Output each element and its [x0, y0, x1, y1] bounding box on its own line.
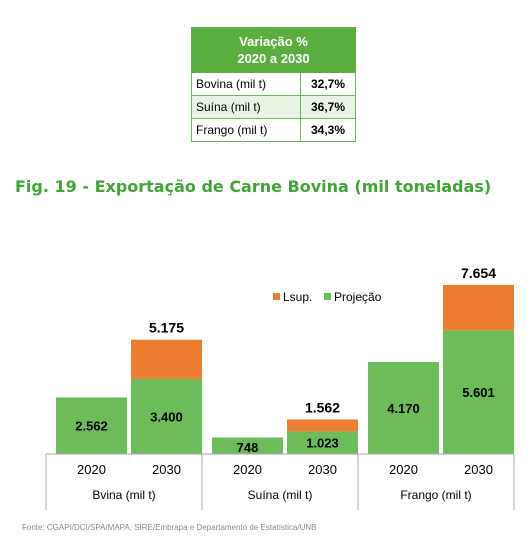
year-tick-label: 2030 — [152, 462, 181, 477]
bar-total-label: 1.562 — [305, 400, 340, 416]
bar-lsup — [131, 339, 202, 379]
export-chart: 2.562 2020 3.400 5.175 2030 748 2020 1.023 1.562… — [45, 265, 515, 510]
bar-value-label: 3.400 — [150, 409, 183, 424]
variation-row-bovina: Bovina (mil t) 32,7% — [191, 72, 356, 96]
variation-row-label: Bovina (mil t) — [191, 72, 301, 96]
year-tick-label: 2020 — [77, 462, 106, 477]
bar-value-label: 5.601 — [462, 385, 495, 400]
variation-row-suina: Suína (mil t) 36,7% — [191, 95, 356, 119]
bar-projecao — [212, 437, 283, 454]
group-label: Bvina (mil t) — [92, 488, 155, 502]
bar-total-label: 5.175 — [149, 320, 184, 336]
bar-value-label: 4.170 — [387, 401, 420, 416]
bar-projecao — [287, 431, 358, 454]
figure-title: Fig. 19 - Exportação de Carne Bovina (mi… — [15, 177, 492, 196]
legend-label-projecao: Projeção — [334, 290, 382, 304]
bar-lsup — [287, 419, 358, 432]
group-label: Frango (mil t) — [400, 488, 471, 502]
bar-value-label: 2.562 — [75, 419, 108, 434]
legend-swatch-projecao — [324, 293, 331, 300]
legend-label-lsup: Lsup. — [283, 290, 312, 304]
variation-header-line1: Variação % — [239, 34, 308, 49]
source-note: Fonte: CGAPI/DCI/SPA/MAPA, SIRE/Embrapa … — [22, 523, 317, 532]
bar-value-label: 1.023 — [306, 436, 339, 451]
bar-lsup — [443, 285, 514, 331]
variation-row-value: 34,3% — [300, 118, 356, 142]
year-tick-label: 2020 — [233, 462, 262, 477]
year-tick-label: 2030 — [308, 462, 337, 477]
bar-projecao — [56, 397, 127, 454]
group-label: Suína (mil t) — [248, 488, 313, 502]
variation-row-value: 32,7% — [300, 72, 356, 96]
bar-projecao — [131, 378, 202, 454]
variation-row-label: Frango (mil t) — [191, 118, 301, 142]
variation-header-line2: 2020 a 2030 — [237, 51, 310, 66]
variation-row-value: 36,7% — [300, 95, 356, 119]
bar-projecao — [368, 361, 439, 454]
legend-swatch-lsup — [273, 293, 280, 300]
variation-table: Variação % 2020 a 2030 Bovina (mil t) 32… — [191, 27, 356, 142]
year-tick-label: 2030 — [464, 462, 493, 477]
variation-row-label: Suína (mil t) — [191, 95, 301, 119]
bar-value-label: 748 — [237, 440, 259, 455]
variation-table-header: Variação % 2020 a 2030 — [191, 27, 356, 73]
variation-row-frango: Frango (mil t) 34,3% — [191, 118, 356, 142]
bar-projecao — [443, 330, 514, 454]
year-tick-label: 2020 — [389, 462, 418, 477]
bar-total-label: 7.654 — [461, 265, 496, 281]
